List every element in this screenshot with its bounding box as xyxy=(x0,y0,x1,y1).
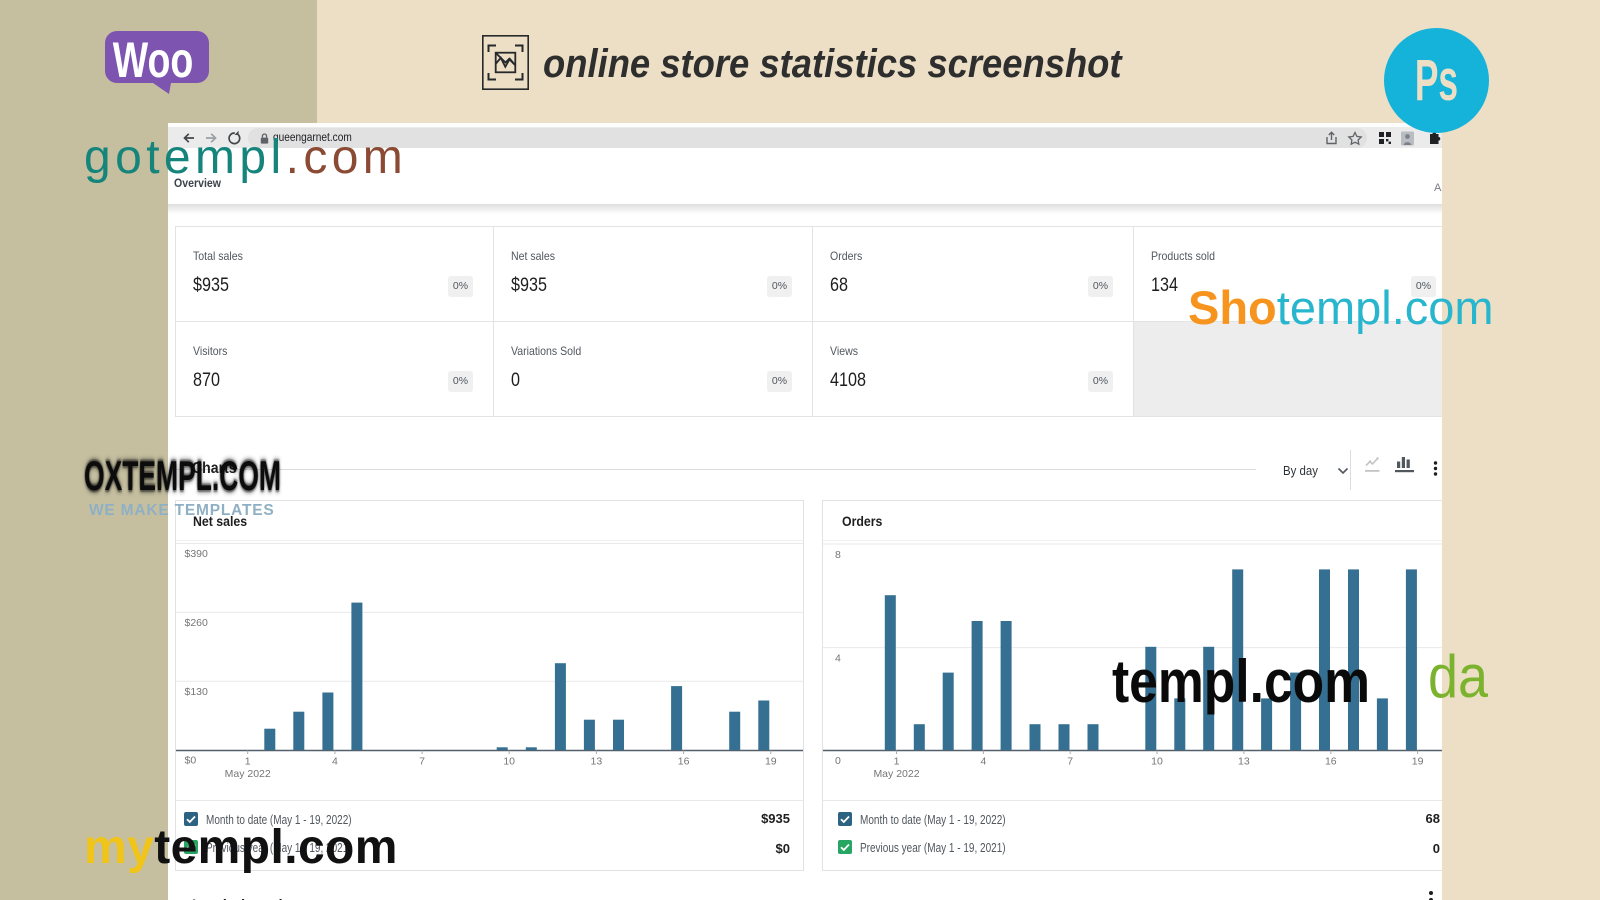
svg-text:4: 4 xyxy=(332,756,338,768)
svg-text:1: 1 xyxy=(245,756,251,768)
svg-text:19: 19 xyxy=(765,756,777,768)
svg-text:$0: $0 xyxy=(185,755,197,767)
svg-text:$130: $130 xyxy=(185,686,209,698)
svg-text:4: 4 xyxy=(980,756,986,768)
svg-text:7: 7 xyxy=(1067,756,1073,768)
svg-text:8: 8 xyxy=(835,549,841,561)
svg-text:$260: $260 xyxy=(185,617,209,629)
svg-text:16: 16 xyxy=(678,756,690,768)
svg-text:4: 4 xyxy=(835,653,841,665)
svg-text:May 2022: May 2022 xyxy=(225,768,271,780)
svg-text:Woo: Woo xyxy=(113,33,194,88)
svg-text:19: 19 xyxy=(1412,756,1424,768)
svg-text:0: 0 xyxy=(835,755,841,767)
svg-text:7: 7 xyxy=(419,756,425,768)
svg-text:May 2022: May 2022 xyxy=(873,768,919,780)
svg-text:10: 10 xyxy=(1151,756,1163,768)
svg-text:$390: $390 xyxy=(185,548,209,560)
svg-text:13: 13 xyxy=(1238,756,1250,768)
svg-text:10: 10 xyxy=(503,756,515,768)
svg-text:1: 1 xyxy=(894,756,900,768)
svg-text:13: 13 xyxy=(591,756,603,768)
svg-text:16: 16 xyxy=(1325,756,1337,768)
